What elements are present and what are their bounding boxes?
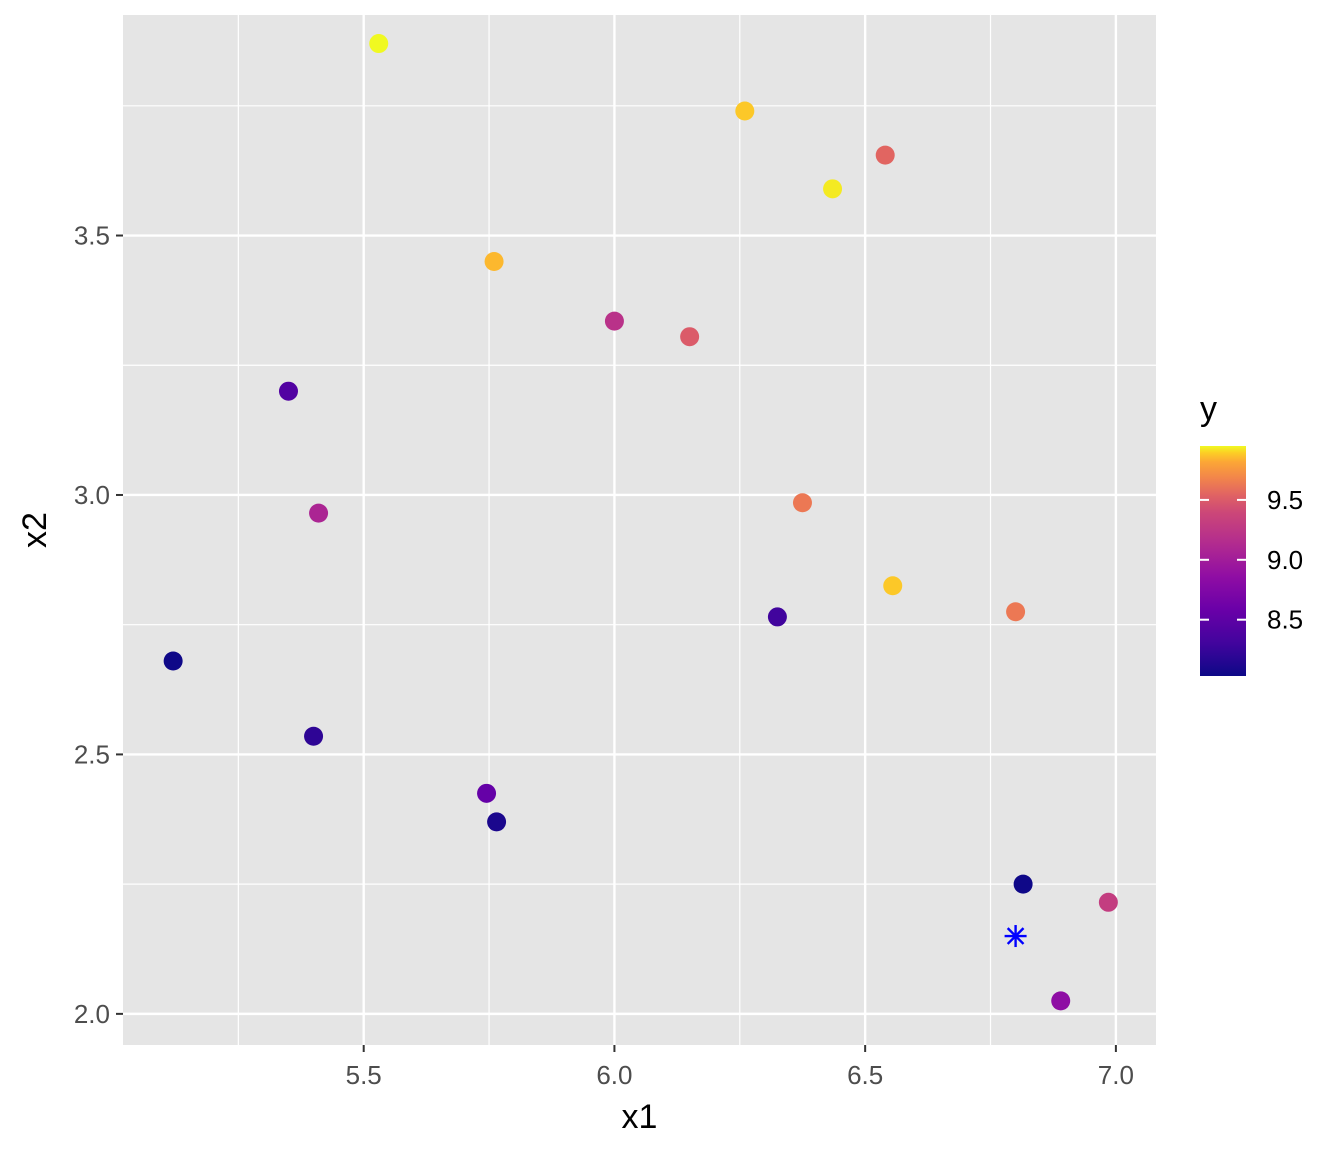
data-point [767,607,787,627]
x-tick-label: 6.0 [596,1060,632,1090]
data-point [309,503,329,523]
y-axis-title: x2 [16,512,54,548]
data-points [163,34,1118,1011]
x-tick-label: 6.5 [847,1060,883,1090]
data-point [883,576,903,596]
data-point [1006,602,1026,622]
data-point [604,311,624,331]
data-point [487,812,507,832]
data-point [477,783,497,803]
highlight-marker [1004,925,1027,948]
data-point [1051,991,1071,1011]
data-point [163,651,183,671]
y-tick-label: 2.5 [74,739,110,769]
legend-label: 9.0 [1267,545,1303,575]
x-axis-ticks: 5.5 6.0 6.5 7.0 [346,1045,1134,1090]
y-axis-ticks: 2.0 2.5 3.0 3.5 [74,221,123,1029]
data-point [1013,874,1033,894]
data-point [875,145,895,165]
x-tick-label: 7.0 [1098,1060,1134,1090]
legend-title: y [1200,390,1217,428]
legend-label: 9.5 [1267,485,1303,515]
data-point [680,327,700,347]
legend-ticks: 8.5 9.0 9.5 [1200,485,1303,635]
asterisk-stroke [1006,927,1025,945]
x-tick-label: 5.5 [346,1060,382,1090]
color-legend: y 8.5 9.0 9.5 [1200,390,1303,676]
major-gridlines [123,15,1156,1045]
data-point [823,179,843,199]
data-point [1098,892,1118,912]
x-axis-title: x1 [622,1098,658,1136]
data-point [369,34,389,54]
legend-label: 8.5 [1267,605,1303,635]
data-point [278,381,298,401]
data-point [484,251,504,271]
plot-panel [123,15,1156,1045]
data-point [735,101,755,121]
y-tick-label: 3.0 [74,480,110,510]
minor-gridlines [123,15,1156,1045]
y-tick-label: 2.0 [74,999,110,1029]
legend-colorbar [1200,446,1246,676]
y-tick-label: 3.5 [74,221,110,251]
data-point [792,493,812,513]
data-point [304,726,324,746]
